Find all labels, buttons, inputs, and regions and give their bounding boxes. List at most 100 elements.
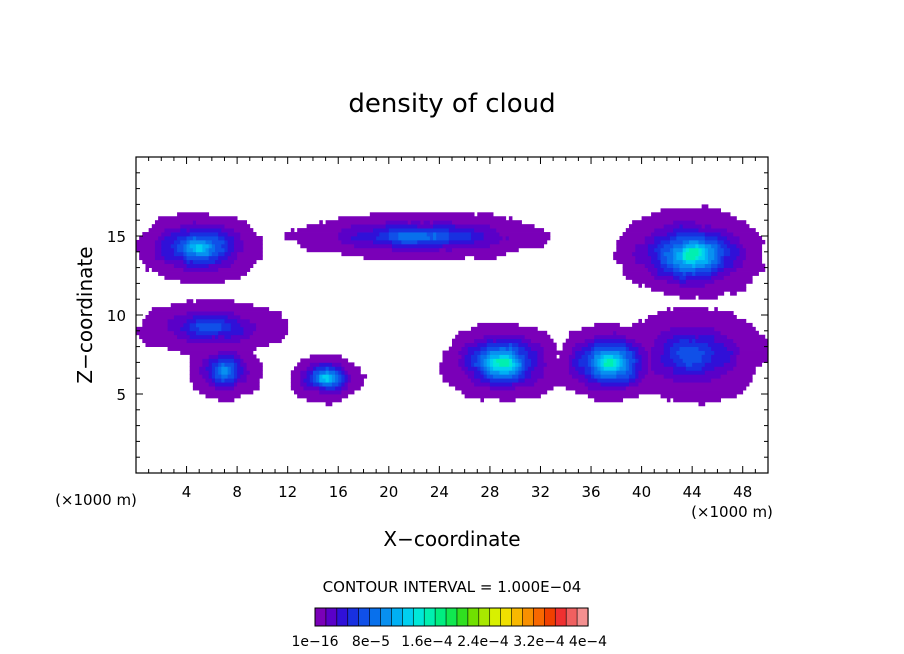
field-cell <box>701 251 706 257</box>
field-cell <box>625 354 633 359</box>
field-cell <box>237 251 263 257</box>
field-cell <box>350 374 368 379</box>
field-cell <box>685 251 699 257</box>
field-cell <box>663 224 680 229</box>
field-cell <box>227 232 241 237</box>
field-cell <box>651 259 661 265</box>
field-cell <box>673 275 680 280</box>
field-cell <box>673 358 684 363</box>
field-cell <box>215 378 222 383</box>
field-cell <box>730 239 740 245</box>
field-cell <box>341 366 345 371</box>
field-cell <box>312 370 320 375</box>
field-cell <box>717 239 725 245</box>
field-cell <box>142 322 168 328</box>
field-cell <box>319 220 323 225</box>
field-cell <box>660 251 665 257</box>
field-cell <box>467 350 475 355</box>
field-cell <box>603 362 614 367</box>
field-cell <box>439 247 447 253</box>
field-cell <box>208 374 213 379</box>
field-cell <box>714 350 734 355</box>
field-cell <box>474 228 497 233</box>
field-cell <box>600 374 617 379</box>
x-unit-label-left: (×1000 m) <box>55 491 137 509</box>
field-cell <box>543 354 557 359</box>
field-cell <box>654 370 674 375</box>
field-cell <box>673 370 706 375</box>
field-cell <box>211 378 216 383</box>
field-cell <box>654 236 671 241</box>
field-cell <box>489 224 535 229</box>
field-cell <box>663 342 674 347</box>
field-cell <box>230 326 244 332</box>
field-cell <box>568 362 573 367</box>
field-cell <box>325 386 336 391</box>
field-cell <box>518 350 529 355</box>
field-cell <box>660 259 668 265</box>
field-cell <box>436 236 450 241</box>
field-cell <box>319 386 326 391</box>
field-cell <box>679 267 696 272</box>
field-cell <box>142 318 168 324</box>
field-cell <box>619 362 624 367</box>
field-cell <box>632 366 636 371</box>
chart-title: density of cloud <box>348 89 555 119</box>
field-cell <box>186 259 191 265</box>
field-cell <box>464 358 472 363</box>
field-cell <box>461 390 548 395</box>
field-cell <box>651 366 674 371</box>
field-cell <box>237 362 241 367</box>
field-cell <box>562 346 573 351</box>
field-cell <box>531 358 538 363</box>
field-cell <box>600 362 605 367</box>
field-cell <box>142 232 162 237</box>
field-cell <box>591 350 595 355</box>
field-cell <box>294 390 320 395</box>
field-cell <box>391 243 443 249</box>
field-cell <box>717 251 725 257</box>
field-cell <box>707 342 725 347</box>
field-cell <box>205 247 210 253</box>
field-cell <box>417 239 450 245</box>
field-cell <box>192 259 216 265</box>
field-cell <box>518 346 526 351</box>
field-cell <box>692 271 696 276</box>
field-cell <box>641 358 649 363</box>
field-cell <box>720 374 753 379</box>
colorbar-swatch <box>412 607 425 627</box>
field-cell <box>246 374 263 379</box>
field-cell <box>726 346 740 351</box>
field-cell <box>644 263 655 268</box>
field-cell <box>603 366 617 371</box>
field-cell <box>685 255 696 261</box>
field-cell <box>294 366 308 371</box>
field-cell <box>508 342 513 347</box>
field-cell <box>676 362 687 367</box>
field-cell <box>613 358 617 363</box>
field-cell <box>704 236 718 241</box>
field-cell <box>136 326 168 332</box>
field-cell <box>635 338 655 344</box>
field-cell <box>306 382 314 387</box>
x-tick-label: 4 <box>182 483 192 501</box>
field-cell <box>707 259 712 265</box>
field-cell <box>581 346 592 351</box>
field-cell <box>663 291 725 296</box>
field-cell <box>221 322 232 328</box>
field-cell <box>158 216 238 221</box>
field-cell <box>442 374 469 379</box>
field-cell <box>742 259 763 265</box>
field-cell <box>508 236 551 241</box>
field-cell <box>233 239 244 245</box>
field-cell <box>186 236 194 241</box>
field-cell <box>682 239 690 245</box>
field-cell <box>350 236 377 241</box>
field-cell <box>189 239 206 245</box>
field-cell <box>625 366 630 371</box>
field-cell <box>322 374 330 379</box>
field-cell <box>398 236 431 241</box>
field-cell <box>524 378 538 383</box>
field-cell <box>237 382 260 387</box>
field-cell <box>638 370 649 375</box>
